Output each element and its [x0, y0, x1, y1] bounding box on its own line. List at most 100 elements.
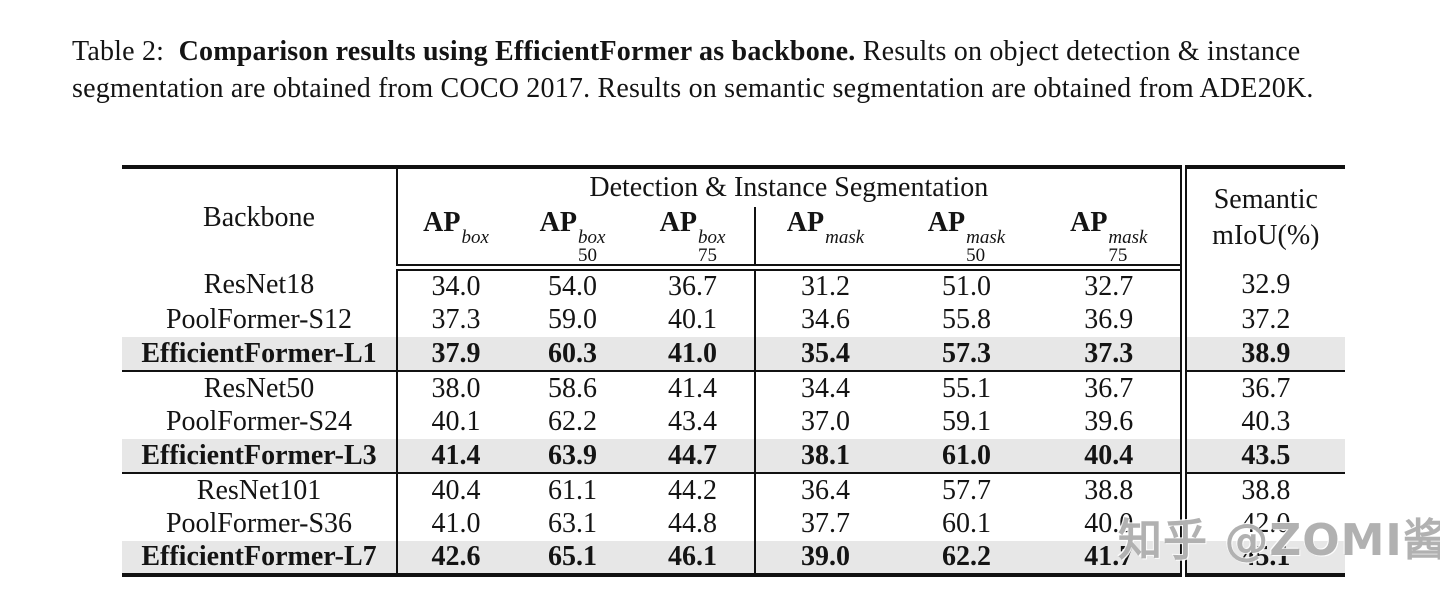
value-cell: 38.8 [1179, 472, 1346, 507]
value-cell: 57.7 [895, 472, 1038, 507]
value-cell: 60.3 [514, 337, 631, 371]
value-cell: 36.7 [1179, 370, 1346, 405]
backbone-cell: PoolFormer-S24 [122, 405, 398, 439]
value-cell: 43.4 [668, 406, 717, 437]
value-cell: 41.7 [1038, 541, 1184, 575]
caption-text-2: instance segmentation are obtained from … [72, 36, 1301, 104]
table-row: PoolFormer-S36 41.0 63.1 44.8 37.7 60.1 … [122, 507, 1346, 541]
value-cell: 41.0 [431, 508, 481, 539]
value-cell: 51.0 [942, 271, 991, 302]
value-cell: 63.1 [548, 508, 597, 539]
caption-text-3: from ADE20K. [1138, 73, 1314, 104]
value-cell: 55.8 [942, 304, 991, 335]
semantic-header-line1: Semantic [1213, 184, 1318, 216]
value-cell: 36.7 [1038, 370, 1184, 405]
semantic-miou-header: Semantic mIoU(%) [1179, 167, 1346, 268]
caption-label: Table 2: [72, 36, 165, 67]
value-cell: 36.9 [1084, 304, 1134, 335]
value-cell: 37.7 [754, 507, 895, 541]
results-table-container: Backbone Detection & Instance Segmentati… [122, 165, 1346, 577]
value-cell: 62.2 [895, 541, 1038, 575]
col-header-ap-mask: AP mask [754, 207, 895, 271]
value-cell: 55.1 [895, 370, 1038, 405]
col-header-ap75-box: AP box 75 [631, 207, 755, 271]
value-cell: 59.1 [942, 406, 991, 437]
results-table: Backbone Detection & Instance Segmentati… [122, 165, 1346, 577]
value-cell: 44.2 [631, 472, 755, 507]
table-caption: Table 2: Comparison results using Effici… [72, 33, 1402, 107]
value-cell: 37.2 [1179, 303, 1346, 337]
group-header-detection-segmentation: Detection & Instance Segmentation [589, 172, 989, 203]
header-row-group: Backbone Detection & Instance Segmentati… [122, 167, 1346, 268]
zhihu-watermark: 知乎 @ZOMI酱 [1118, 515, 1440, 566]
value-cell: 40.1 [431, 406, 481, 437]
col-header-ap50-mask: AP mask 50 [895, 207, 1038, 271]
value-cell: 54.0 [548, 271, 597, 302]
backbone-cell: PoolFormer-S36 [122, 507, 398, 541]
value-cell: 37.3 [431, 304, 481, 335]
value-cell: 37.0 [754, 405, 895, 439]
backbone-cell: ResNet18 [122, 267, 398, 303]
value-cell: 34.4 [754, 370, 895, 405]
value-cell: 34.0 [431, 271, 481, 302]
value-cell: 37.3 [1038, 337, 1184, 371]
value-cell: 40.4 [397, 472, 514, 507]
table-row: PoolFormer-S12 37.3 59.0 40.1 34.6 55.8 … [122, 303, 1346, 337]
value-cell: 35.4 [754, 337, 895, 371]
value-cell: 38.0 [397, 370, 514, 405]
semantic-header-line2: mIoU(%) [1212, 220, 1320, 252]
value-cell: 45.1 [1179, 541, 1346, 575]
table-row-highlighted: EfficientFormer-L1 37.9 60.3 41.0 35.4 5… [122, 337, 1346, 371]
value-cell: 44.8 [668, 508, 717, 539]
value-cell: 60.1 [942, 508, 991, 539]
table-row: ResNet50 38.0 58.6 41.4 34.4 55.1 36.7 3… [122, 370, 1346, 405]
table-row-highlighted: EfficientFormer-L3 41.4 63.9 44.7 38.1 6… [122, 439, 1346, 473]
value-cell: 42.6 [397, 541, 514, 575]
value-cell: 43.5 [1179, 439, 1346, 473]
value-cell: 41.4 [397, 439, 514, 473]
value-cell: 38.1 [754, 439, 895, 473]
value-cell: 39.6 [1084, 406, 1134, 437]
table-row-highlighted: EfficientFormer-L7 42.6 65.1 46.1 39.0 6… [122, 541, 1346, 575]
value-cell: 65.1 [514, 541, 631, 575]
table-row: PoolFormer-S24 40.1 62.2 43.4 37.0 59.1 … [122, 405, 1346, 439]
value-cell: 31.2 [754, 267, 895, 303]
value-cell: 61.1 [514, 472, 631, 507]
value-cell: 61.0 [895, 439, 1038, 473]
table-row: ResNet101 40.4 61.1 44.2 36.4 57.7 38.8 … [122, 472, 1346, 507]
value-cell: 62.2 [548, 406, 597, 437]
value-cell: 40.0 [1084, 508, 1134, 539]
value-cell: 34.6 [754, 303, 895, 337]
backbone-cell: EfficientFormer-L7 [122, 541, 398, 575]
value-cell: 41.4 [631, 370, 755, 405]
backbone-cell: PoolFormer-S12 [122, 303, 398, 337]
value-cell: 36.7 [668, 271, 717, 302]
value-cell: 37.9 [397, 337, 514, 371]
value-cell: 44.7 [631, 439, 755, 473]
value-cell: 42.0 [1179, 507, 1346, 541]
value-cell: 32.9 [1179, 267, 1346, 303]
header-row-metrics: AP box AP box 50 AP box 75 AP mask AP mask 50 [122, 207, 1345, 271]
table-row: ResNet18 34.0 54.0 36.7 31.2 51.0 32.7 3… [122, 267, 1346, 303]
value-cell: 39.0 [754, 541, 895, 575]
value-cell: 38.8 [1038, 472, 1184, 507]
backbone-header: Backbone [122, 167, 398, 268]
backbone-cell: ResNet101 [122, 472, 398, 507]
col-header-ap50-box: AP box 50 [514, 207, 631, 271]
caption-bold-title: Comparison results using EfficientFormer… [178, 36, 856, 67]
value-cell: 63.9 [514, 439, 631, 473]
backbone-cell: ResNet50 [122, 370, 398, 405]
value-cell: 41.0 [631, 337, 755, 371]
caption-text-1: Results on object detection & [862, 36, 1200, 67]
value-cell: 40.1 [668, 304, 717, 335]
value-cell: 46.1 [631, 541, 755, 575]
col-header-ap75-mask: AP mask 75 [1038, 207, 1184, 271]
value-cell: 38.9 [1179, 337, 1346, 371]
backbone-cell: EfficientFormer-L1 [122, 337, 398, 371]
col-header-ap-box: AP box [397, 207, 514, 271]
value-cell: 59.0 [548, 304, 597, 335]
value-cell: 58.6 [514, 370, 631, 405]
value-cell: 40.3 [1179, 405, 1346, 439]
value-cell: 57.3 [895, 337, 1038, 371]
